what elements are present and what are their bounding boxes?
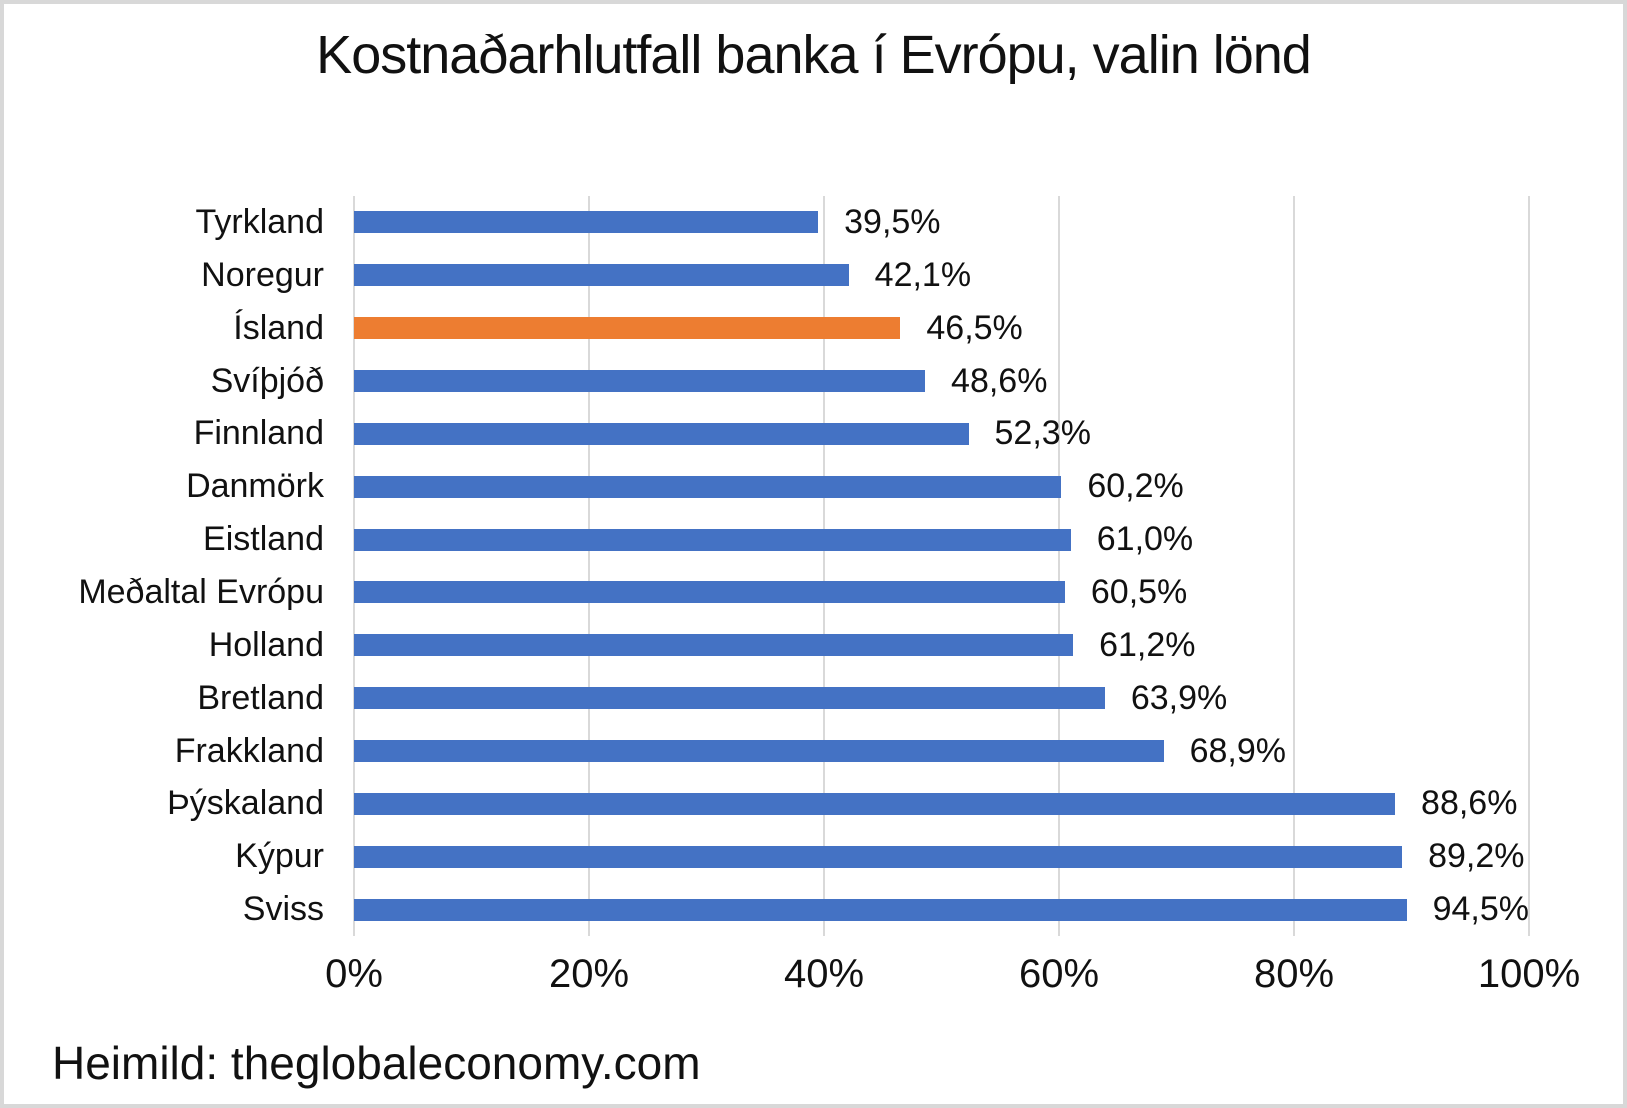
category-label: Þýskaland	[167, 784, 324, 823]
category-label: Ísland	[233, 308, 324, 347]
category-label: Sviss	[242, 890, 324, 929]
bar-highlight	[354, 317, 901, 340]
chart-title: Kostnaðarhlutfall banka í Evrópu, valin …	[316, 25, 1312, 85]
bar-row: 60,5%	[354, 566, 1529, 619]
bar-row: 52,3%	[354, 407, 1529, 460]
category-label: Meðaltal Evrópu	[78, 572, 324, 611]
bar-row: 61,2%	[354, 619, 1529, 672]
bar-row: 60,2%	[354, 460, 1529, 513]
value-label: 46,5%	[926, 308, 1023, 347]
bar	[354, 898, 1407, 921]
x-tick-label: 40%	[783, 952, 865, 996]
x-tick-label: 60%	[1018, 952, 1100, 996]
value-label: 88,6%	[1421, 784, 1518, 823]
gridline	[1528, 196, 1530, 936]
bar-row: 39,5%	[354, 196, 1529, 249]
value-label: 60,5%	[1090, 572, 1188, 611]
bar	[354, 370, 926, 392]
category-label: Holland	[208, 625, 324, 664]
gridline	[588, 196, 590, 936]
bar-rows: 39,5% 42,1% 46,5% 48,6% 52,3% 60,2% 61,0% 60,5%…	[354, 196, 1529, 936]
bar	[354, 687, 1105, 710]
bar-row: 63,9%	[354, 672, 1529, 725]
value-label: 89,2%	[1428, 837, 1525, 876]
category-label: Finnland	[193, 414, 324, 453]
x-tick-label: 80%	[1253, 952, 1335, 996]
bar-row: 89,2%	[354, 830, 1529, 883]
bar	[354, 528, 1071, 551]
value-label: 42,1%	[874, 255, 972, 294]
value-label: 52,3%	[994, 414, 1091, 453]
bar	[354, 581, 1065, 604]
gridline	[353, 196, 355, 936]
bar-row: 88,6%	[354, 777, 1529, 830]
bar	[354, 634, 1074, 657]
category-label: Kýpur	[235, 837, 324, 876]
bar-row: 94,5%	[354, 883, 1529, 936]
bar-row: 48,6%	[354, 355, 1529, 408]
bar	[354, 845, 1403, 868]
bar	[354, 422, 969, 445]
value-label: 68,9%	[1189, 731, 1286, 770]
bar-row: 68,9%	[354, 725, 1529, 778]
x-axis: 0% 20% 40% 60% 80% 100%	[325, 952, 1580, 1002]
bar	[354, 264, 849, 287]
gridline	[1293, 196, 1295, 936]
bar	[354, 475, 1062, 498]
category-label: Bretland	[197, 678, 324, 717]
value-label: 61,0%	[1096, 520, 1194, 559]
category-label: Danmörk	[186, 467, 324, 506]
value-label: 94,5%	[1432, 890, 1529, 929]
bar	[354, 211, 819, 234]
x-tick-label: 0%	[325, 952, 383, 996]
value-label: 60,2%	[1087, 467, 1184, 506]
source-note: Heimild: theglobaleconomy.com	[52, 1037, 701, 1089]
bar-row: 42,1%	[354, 249, 1529, 302]
x-tick-label: 20%	[548, 952, 630, 996]
category-label: Frakkland	[174, 731, 324, 770]
category-axis: Tyrkland Noregur Ísland Svíþjóð Finnland Danm…	[4, 196, 324, 936]
value-label: 61,2%	[1099, 625, 1196, 664]
value-label: 63,9%	[1130, 678, 1228, 717]
x-tick-label: 100%	[1477, 952, 1581, 996]
gridline	[823, 196, 825, 936]
value-label: 39,5%	[844, 202, 941, 241]
category-label: Tyrkland	[195, 202, 325, 241]
bar	[354, 740, 1164, 763]
gridline	[1058, 196, 1060, 936]
category-label: Noregur	[201, 255, 324, 294]
bar-row: 61,0%	[354, 513, 1529, 566]
bar-row: 46,5%	[354, 302, 1529, 355]
category-label: Eistland	[203, 520, 324, 559]
bar	[354, 792, 1396, 815]
value-label: 48,6%	[951, 361, 1048, 400]
plot-area: 39,5% 42,1% 46,5% 48,6% 52,3% 60,2% 61,0% 60,5%…	[353, 196, 1530, 936]
category-label: Svíþjóð	[210, 361, 324, 400]
